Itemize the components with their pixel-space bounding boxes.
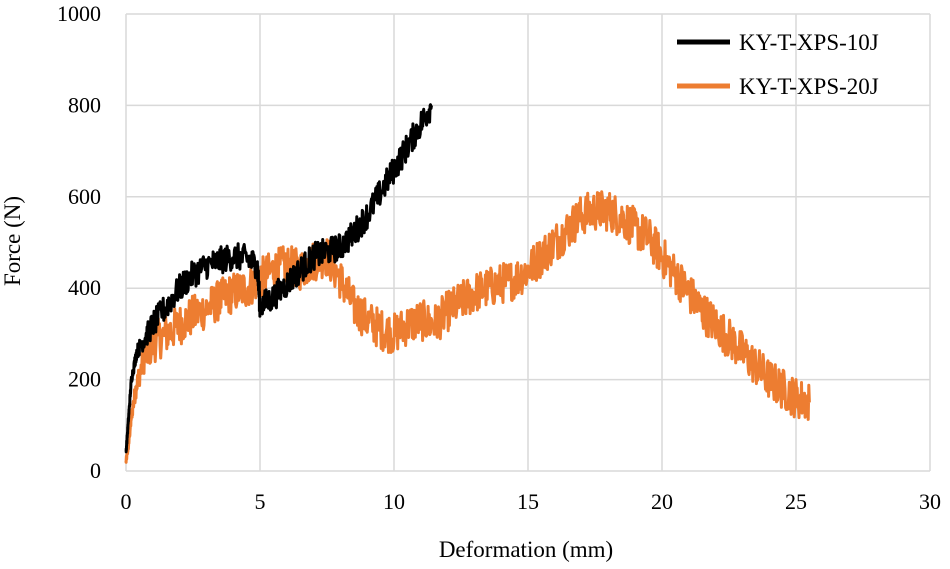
x-tick-label: 30 [919, 489, 941, 514]
y-tick-label: 800 [68, 92, 101, 117]
grid [126, 13, 931, 471]
y-tick-label: 200 [68, 367, 101, 392]
y-tick-label: 600 [68, 184, 101, 209]
series-layer [124, 103, 811, 464]
y-tick-label: 1000 [57, 1, 101, 26]
axes [125, 14, 930, 472]
legend-label-20j: KY-T-XPS-20J [739, 74, 879, 99]
y-tick-label: 400 [68, 275, 101, 300]
legend-label-10j: KY-T-XPS-10J [739, 30, 879, 55]
x-tick-label: 0 [121, 489, 132, 514]
series-line-20j [124, 190, 811, 464]
x-tick-label: 15 [517, 489, 539, 514]
series-line-10j [124, 103, 433, 454]
tick-labels: 0 5 10 15 20 25 30 0 200 400 600 800 1000 [57, 1, 941, 514]
x-axis-title: Deformation (mm) [439, 537, 613, 562]
x-tick-label: 10 [383, 489, 405, 514]
x-tick-label: 5 [255, 489, 266, 514]
y-tick-label: 0 [90, 458, 101, 483]
y-axis-title: Force (N) [0, 196, 25, 286]
x-tick-label: 25 [785, 489, 807, 514]
legend: KY-T-XPS-10J KY-T-XPS-20J [677, 30, 879, 99]
x-tick-label: 20 [651, 489, 673, 514]
